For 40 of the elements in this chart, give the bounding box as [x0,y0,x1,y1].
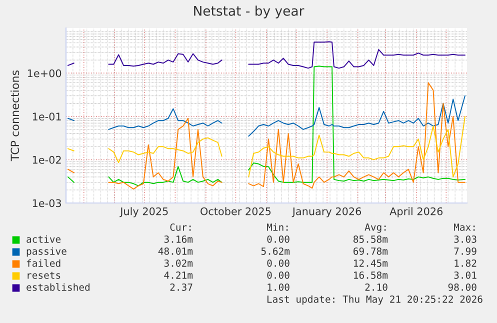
y-tick-label: 1e-01 [32,112,61,120]
text: Cur: [170,223,191,231]
text: 0.00 [267,259,290,267]
text: 1.82 [454,259,476,267]
x-tick-label: April 2026 [390,207,443,218]
text: 7.99 [454,247,476,255]
x-tick-label: October 2025 [200,207,271,216]
y-axis-title: TCP connections [10,70,20,162]
x-tick-label: July 2025 [120,207,168,218]
text: Avg: [364,224,386,233]
legend-label: passive [26,247,66,257]
text: Last update: Thu May 21 20:25:22 2026 [267,295,482,305]
text: 5.62m [261,247,290,255]
chart-title: Netstat - by year [194,6,304,18]
text: 48.01m [158,247,193,255]
text: 69.78m [354,247,388,255]
x-tick-label: January 2026 [292,207,362,218]
text: 3.03 [454,235,476,243]
text: 85.58m [354,235,388,243]
text: Min: [266,223,288,231]
text: 2.37 [170,283,192,291]
text: 3.01 [454,271,476,279]
text: 3.16m [164,235,193,243]
legend-label: resets [28,272,60,279]
text: 16.58m [354,271,388,279]
legend-label: active [26,235,61,243]
text: 3.02m [164,259,193,267]
legend-label: established [26,283,90,291]
text: 0.00 [267,271,290,279]
text: 12.45m [354,259,388,267]
legend-label: failed [26,259,60,267]
y-tick-label: 1e-02 [32,156,61,164]
text: 1.00 [268,283,290,291]
text: 98.00 [448,283,476,291]
text: 0.00 [267,235,290,243]
text: 2.10 [365,283,388,291]
y-tick-label: 1e+00 [28,69,62,78]
text: 4.21m [164,271,193,279]
y-tick-label: 1e-03 [32,199,61,208]
text: Max: [454,224,475,231]
